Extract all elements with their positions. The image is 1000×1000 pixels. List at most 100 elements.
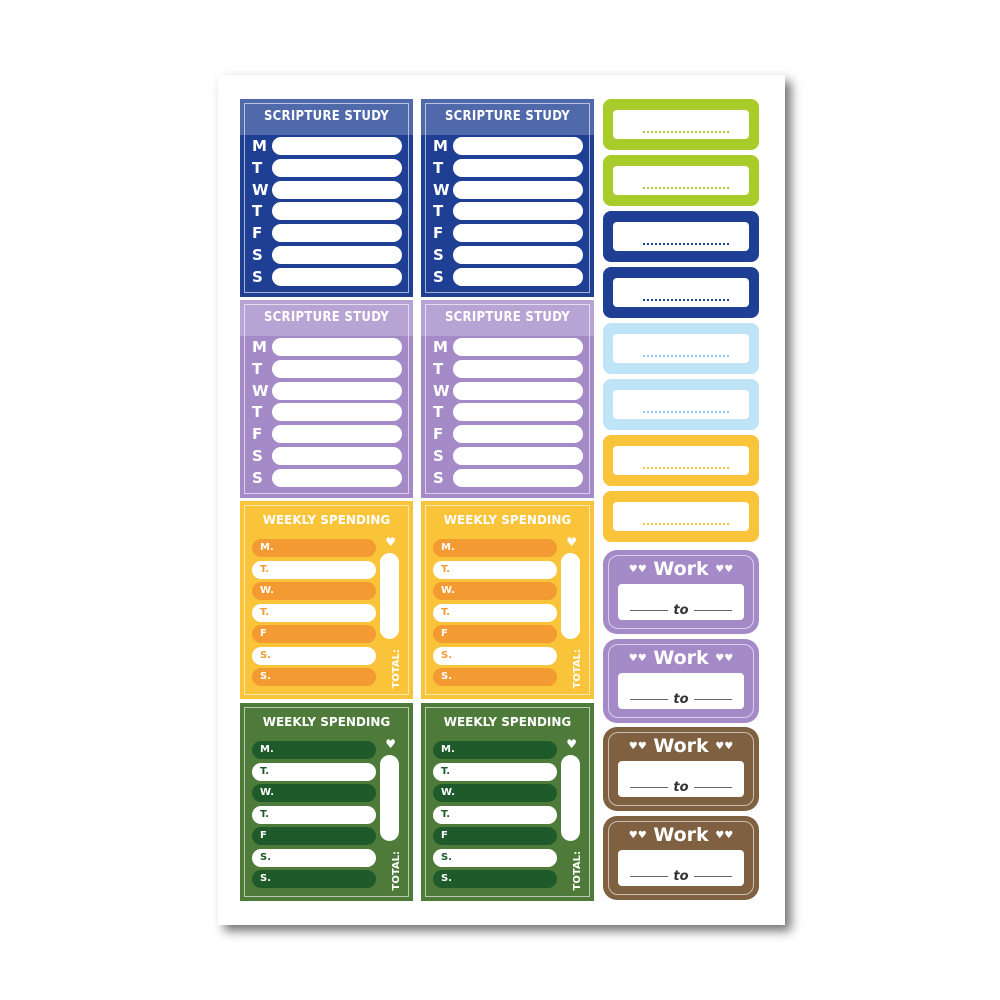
day-letter: T xyxy=(433,359,444,378)
total-box xyxy=(380,755,399,841)
total-label: TOTAL: xyxy=(391,851,402,891)
day-row: F xyxy=(433,625,557,643)
day-letter: S xyxy=(252,246,263,264)
day-row: W. xyxy=(252,582,376,600)
day-row: S xyxy=(252,246,402,264)
day-letter: S xyxy=(433,267,444,286)
day-letter: W xyxy=(252,180,269,199)
day-row: T xyxy=(433,158,583,177)
day-row: S xyxy=(433,267,583,286)
write-line xyxy=(272,468,402,487)
day-row: S xyxy=(433,447,583,465)
day-letter: S xyxy=(433,246,444,264)
day-row: S. xyxy=(252,848,376,867)
write-line xyxy=(453,202,583,221)
day-row: M xyxy=(252,338,402,356)
day-letter: T xyxy=(252,158,263,177)
blank-line xyxy=(630,610,669,611)
day-row: W xyxy=(252,180,402,199)
day-row: F xyxy=(433,425,583,444)
sticker-title: WEEKLY SPENDING xyxy=(262,715,391,729)
day-row: W. xyxy=(433,582,557,600)
day-row: S. xyxy=(433,646,557,665)
day-row: T. xyxy=(433,762,557,781)
sticker-border xyxy=(608,821,754,895)
label-box xyxy=(613,166,749,195)
label-sticker xyxy=(603,267,759,318)
day-row: S. xyxy=(252,646,376,665)
sticker-border xyxy=(244,103,409,293)
to-label: to xyxy=(673,780,689,795)
day-letter: T xyxy=(433,202,444,221)
blank-line xyxy=(693,699,732,700)
day-row: F xyxy=(252,224,402,243)
write-line xyxy=(453,158,583,177)
day-row: S xyxy=(252,468,402,487)
sticker-sheet: SCRIPTURE STUDY M T W T F S S SCRIPTURE STUDY M T W… xyxy=(218,75,785,925)
time-range: to xyxy=(618,780,744,795)
sticker-title: WEEKLY SPENDING xyxy=(443,513,572,527)
work-sticker: ♥♥ Work ♥♥ to xyxy=(603,727,759,811)
day-letter: W xyxy=(252,381,269,400)
blank-line xyxy=(693,787,732,788)
sticker-title: SCRIPTURE STUDY xyxy=(240,99,413,135)
write-line xyxy=(453,246,583,264)
hearts-icon: ♥♥ xyxy=(628,564,647,575)
label-sticker xyxy=(603,323,759,374)
dotted-line xyxy=(643,411,729,413)
sticker-title: SCRIPTURE STUDY xyxy=(421,300,594,336)
heart-icon: ♥ xyxy=(566,535,577,549)
time-box: to xyxy=(618,761,744,797)
work-label: Work xyxy=(653,824,709,846)
dotted-line xyxy=(643,131,729,133)
day-letter: T xyxy=(252,359,263,378)
write-line xyxy=(272,224,402,243)
heart-icon: ♥ xyxy=(385,535,396,549)
day-row: T xyxy=(433,202,583,221)
scripture-study-sticker: SCRIPTURE STUDY M T W T F S S xyxy=(240,99,413,297)
day-letter: S xyxy=(252,447,263,465)
blank-line xyxy=(693,610,732,611)
sticker-border xyxy=(608,732,754,806)
label-sticker xyxy=(603,155,759,206)
write-line xyxy=(272,180,402,199)
day-row: F xyxy=(252,425,402,444)
day-letter: W xyxy=(433,381,450,400)
write-line xyxy=(453,267,583,286)
sticker-title: SCRIPTURE STUDY xyxy=(240,300,413,336)
day-row: S. xyxy=(433,848,557,867)
write-line xyxy=(272,137,402,155)
day-row: S. xyxy=(252,870,376,888)
total-box xyxy=(380,553,399,639)
day-letter: S xyxy=(433,468,444,487)
total-label: TOTAL: xyxy=(391,649,402,689)
sticker-title: WEEKLY SPENDING xyxy=(262,513,391,527)
work-title: ♥♥ Work ♥♥ xyxy=(603,558,759,580)
write-line xyxy=(453,425,583,444)
label-sticker xyxy=(603,435,759,486)
weekly-spending-sticker: WEEKLY SPENDING M. T. W. T. F S. S. ♥ TOTAL: xyxy=(240,703,413,901)
day-row: S xyxy=(252,447,402,465)
day-letter: F xyxy=(433,224,444,243)
write-line xyxy=(272,447,402,465)
work-title: ♥♥ Work ♥♥ xyxy=(603,735,759,757)
day-letter: T xyxy=(252,403,263,422)
label-box xyxy=(613,334,749,363)
dotted-line xyxy=(643,299,729,301)
day-row: T xyxy=(433,359,583,378)
heart-icon: ♥ xyxy=(566,737,577,751)
work-title: ♥♥ Work ♥♥ xyxy=(603,824,759,846)
day-row: M. xyxy=(252,741,376,759)
hearts-icon: ♥♥ xyxy=(628,741,647,752)
work-label: Work xyxy=(653,735,709,757)
day-row: M. xyxy=(433,539,557,557)
day-row: F xyxy=(252,827,376,845)
hearts-icon: ♥♥ xyxy=(715,564,734,575)
day-row: T. xyxy=(252,560,376,579)
hearts-icon: ♥♥ xyxy=(715,830,734,841)
hearts-icon: ♥♥ xyxy=(715,653,734,664)
day-letter: F xyxy=(252,224,263,243)
day-row: T xyxy=(252,202,402,221)
weekly-spending-sticker: WEEKLY SPENDING M. T. W. T. F S. S. ♥ TOTAL: xyxy=(421,501,594,699)
scripture-study-sticker: SCRIPTURE STUDY M T W T F S S xyxy=(421,99,594,297)
